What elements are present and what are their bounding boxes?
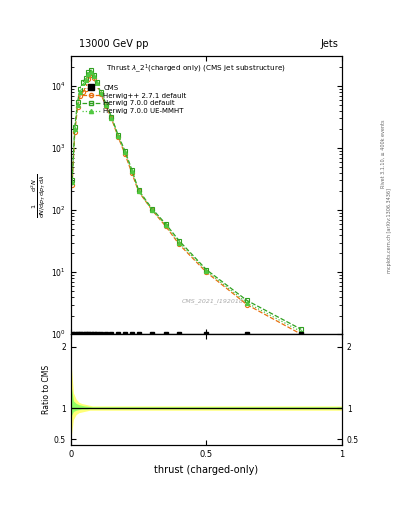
Text: CMS_2021_I1920187: CMS_2021_I1920187: [182, 298, 248, 304]
Text: 13000 GeV pp: 13000 GeV pp: [79, 38, 148, 49]
Y-axis label: Ratio to CMS: Ratio to CMS: [42, 365, 51, 414]
Text: Jets: Jets: [320, 38, 338, 49]
Text: mcplots.cern.ch [arXiv:1306.3436]: mcplots.cern.ch [arXiv:1306.3436]: [387, 188, 391, 273]
Legend: CMS, Herwig++ 2.7.1 default, Herwig 7.0.0 default, Herwig 7.0.0 UE-MMHT: CMS, Herwig++ 2.7.1 default, Herwig 7.0.…: [80, 82, 189, 117]
Y-axis label: $\frac{1}{\mathrm{d}N/\mathrm{d}p_T}\frac{\mathrm{d}^2N}{\mathrm{d}p_T\,\mathrm{: $\frac{1}{\mathrm{d}N/\mathrm{d}p_T}\fra…: [30, 173, 48, 218]
Text: Rivet 3.1.10, ≥ 400k events: Rivet 3.1.10, ≥ 400k events: [381, 119, 386, 188]
Text: Thrust $\lambda$_2$^1$(charged only) (CMS jet substructure): Thrust $\lambda$_2$^1$(charged only) (CM…: [106, 62, 286, 75]
X-axis label: thrust (charged-only): thrust (charged-only): [154, 465, 258, 475]
